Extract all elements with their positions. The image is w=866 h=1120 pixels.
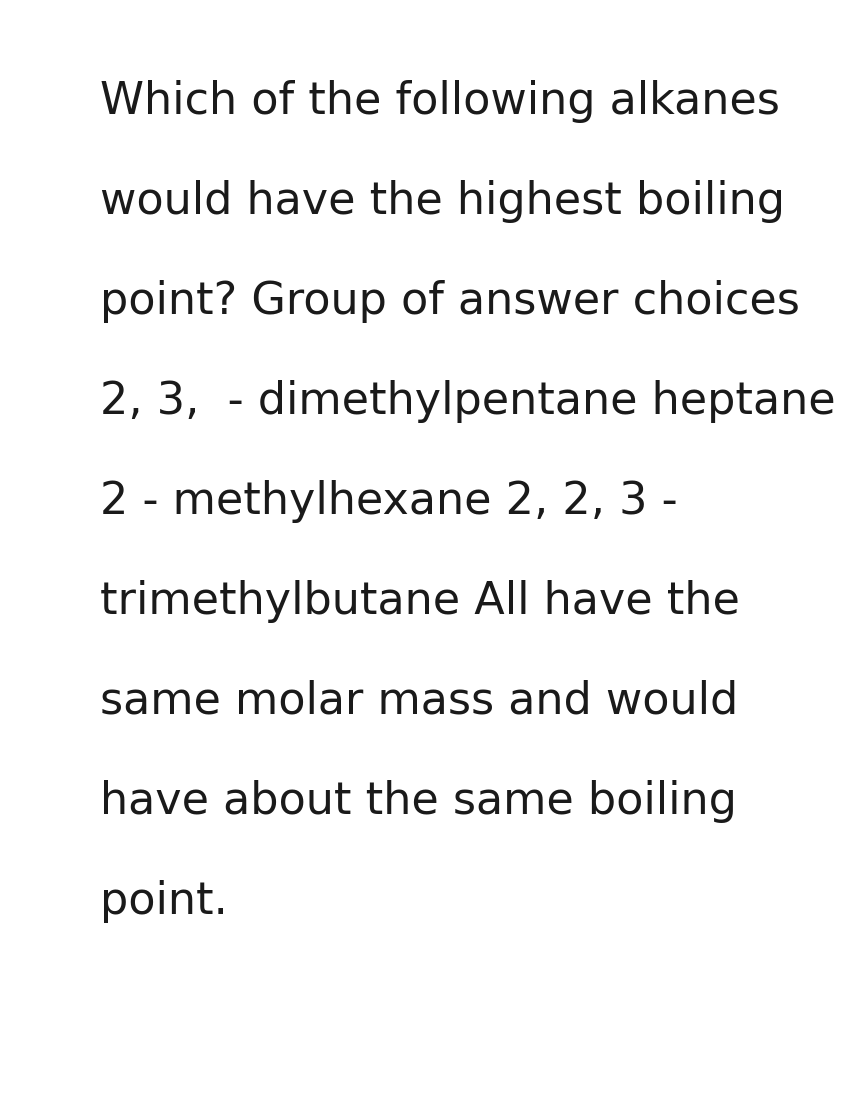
Text: point? Group of answer choices: point? Group of answer choices — [100, 280, 800, 323]
Text: 2, 3,  - dimethylpentane heptane: 2, 3, - dimethylpentane heptane — [100, 380, 836, 423]
Text: have about the same boiling: have about the same boiling — [100, 780, 737, 823]
Text: 2 - methylhexane 2, 2, 3 -: 2 - methylhexane 2, 2, 3 - — [100, 480, 677, 523]
Text: point.: point. — [100, 880, 228, 923]
Text: same molar mass and would: same molar mass and would — [100, 680, 738, 724]
Text: would have the highest boiling: would have the highest boiling — [100, 180, 785, 223]
Text: trimethylbutane All have the: trimethylbutane All have the — [100, 580, 740, 623]
Text: Which of the following alkanes: Which of the following alkanes — [100, 80, 780, 123]
